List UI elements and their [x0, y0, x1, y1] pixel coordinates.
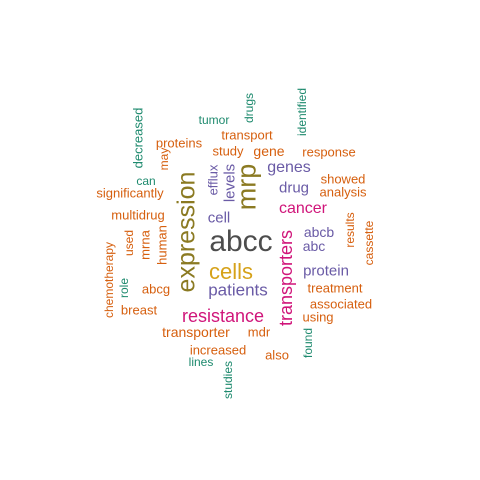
word-lines: lines: [188, 355, 214, 369]
word-analysis: analysis: [319, 184, 367, 200]
word-drugs: drugs: [242, 92, 256, 124]
word-resistance: resistance: [181, 306, 265, 326]
word-gene: gene: [253, 143, 285, 159]
word-proteins: proteins: [155, 135, 203, 151]
word-also: also: [265, 347, 289, 363]
word-abc: abc: [302, 238, 326, 254]
word-found: found: [301, 327, 315, 359]
word-efflux: efflux: [205, 164, 221, 196]
word-patients: patients: [208, 280, 268, 300]
word-levels: levels: [221, 163, 239, 203]
word-protein: protein: [303, 262, 349, 280]
word-results: results: [343, 212, 357, 248]
word-human: human: [154, 225, 170, 265]
word-significantly: significantly: [96, 185, 164, 201]
word-may: may: [157, 147, 171, 171]
word-can: can: [136, 174, 156, 188]
word-transporter: transporter: [162, 324, 230, 340]
word-response: response: [302, 144, 356, 160]
word-decreased: decreased: [130, 107, 146, 169]
word-chemotherapy: chemotherapy: [102, 241, 116, 319]
word-mrna: mrna: [137, 230, 153, 260]
word-cancer: cancer: [278, 200, 328, 217]
word-expression: expression: [172, 171, 201, 293]
word-transporters: transporters: [276, 229, 296, 327]
word-abcb: abcb: [303, 224, 335, 240]
word-studies: studies: [221, 360, 235, 400]
word-breast: breast: [120, 302, 158, 318]
word-used: used: [122, 229, 136, 257]
word-using: using: [302, 309, 334, 325]
word-abcc: abcc: [209, 225, 273, 258]
word-showed: showed: [320, 171, 366, 187]
word-treatment: treatment: [307, 280, 363, 296]
word-associated: associated: [309, 296, 373, 312]
word-drug: drug: [278, 179, 310, 197]
word-transport: transport: [221, 127, 273, 143]
word-genes: genes: [267, 159, 311, 176]
word-increased: increased: [189, 342, 247, 358]
word-cassette: cassette: [362, 220, 376, 266]
word-cell: cell: [207, 209, 231, 227]
word-identified: identified: [295, 87, 309, 137]
word-study: study: [212, 143, 244, 159]
word-mdr: mdr: [247, 324, 271, 340]
word-role: role: [117, 277, 131, 299]
word-abcg: abcg: [141, 281, 171, 297]
word-multidrug: multidrug: [111, 207, 165, 223]
word-cells: cells: [208, 259, 254, 284]
word-tumor: tumor: [198, 113, 230, 127]
